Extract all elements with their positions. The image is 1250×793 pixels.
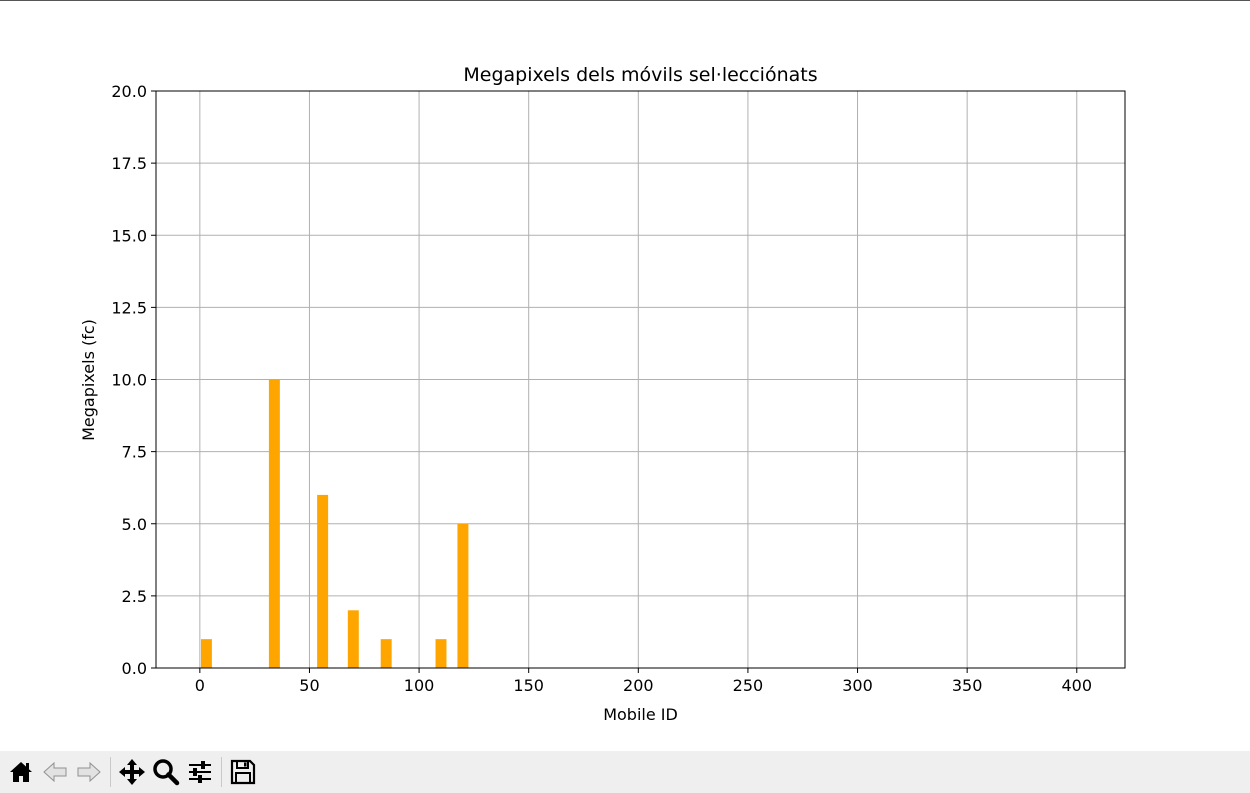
y-tick-label: 2.5 [122, 587, 147, 606]
bar [200, 639, 212, 668]
x-axis-label: Mobile ID [603, 705, 678, 724]
x-tick-label: 50 [299, 676, 319, 695]
y-axis-label: Megapixels (fc) [79, 319, 98, 441]
chart-figure: 0 50 100 150 200 250 300 350 400 0.0 2.5 5.0 7.5 10.… [79, 64, 1126, 724]
window-top-border [0, 0, 1250, 1]
y-tick-label: 5.0 [122, 515, 147, 534]
toolbar-separator [110, 757, 111, 787]
x-tick-label: 0 [195, 676, 205, 695]
navigation-toolbar [0, 751, 1250, 793]
y-tick-label: 12.5 [111, 298, 147, 317]
bar [457, 523, 469, 668]
x-tick-label: 100 [404, 676, 435, 695]
home-button[interactable] [4, 753, 38, 791]
configure-icon [189, 761, 211, 783]
chart-title: Megapixels dels móvils sel·lecciónats [463, 64, 817, 86]
back-arrow-icon [43, 761, 67, 783]
bar [435, 639, 447, 668]
zoom-button[interactable] [149, 753, 183, 791]
x-axis-ticks: 0 50 100 150 200 250 300 350 400 [195, 668, 1092, 695]
x-tick-label: 400 [1061, 676, 1092, 695]
y-tick-label: 0.0 [122, 659, 147, 678]
y-axis-ticks: 0.0 2.5 5.0 7.5 10.0 12.5 15.0 17.5 20.0 [111, 82, 156, 678]
x-tick-label: 250 [733, 676, 764, 695]
save-button[interactable] [226, 753, 260, 791]
bar [317, 494, 329, 668]
save-icon [230, 759, 256, 785]
x-tick-label: 150 [513, 676, 544, 695]
forward-arrow-icon [77, 761, 101, 783]
pan-icon [119, 759, 145, 785]
pan-button[interactable] [115, 753, 149, 791]
configure-subplots-button[interactable] [183, 753, 217, 791]
home-icon [10, 762, 32, 782]
y-tick-label: 7.5 [122, 443, 147, 462]
x-tick-label: 200 [623, 676, 654, 695]
y-tick-label: 10.0 [111, 371, 147, 390]
bar [380, 639, 392, 668]
toolbar-separator [221, 757, 222, 787]
bar [347, 610, 359, 668]
back-button[interactable] [38, 753, 72, 791]
forward-button[interactable] [72, 753, 106, 791]
grid-lines [156, 90, 1125, 669]
y-tick-label: 20.0 [111, 82, 147, 101]
y-tick-label: 15.0 [111, 226, 147, 245]
x-tick-label: 350 [952, 676, 983, 695]
zoom-icon [153, 759, 180, 786]
bar-series [200, 379, 469, 668]
y-tick-label: 17.5 [111, 154, 147, 173]
x-tick-label: 300 [842, 676, 873, 695]
bar [268, 379, 280, 668]
